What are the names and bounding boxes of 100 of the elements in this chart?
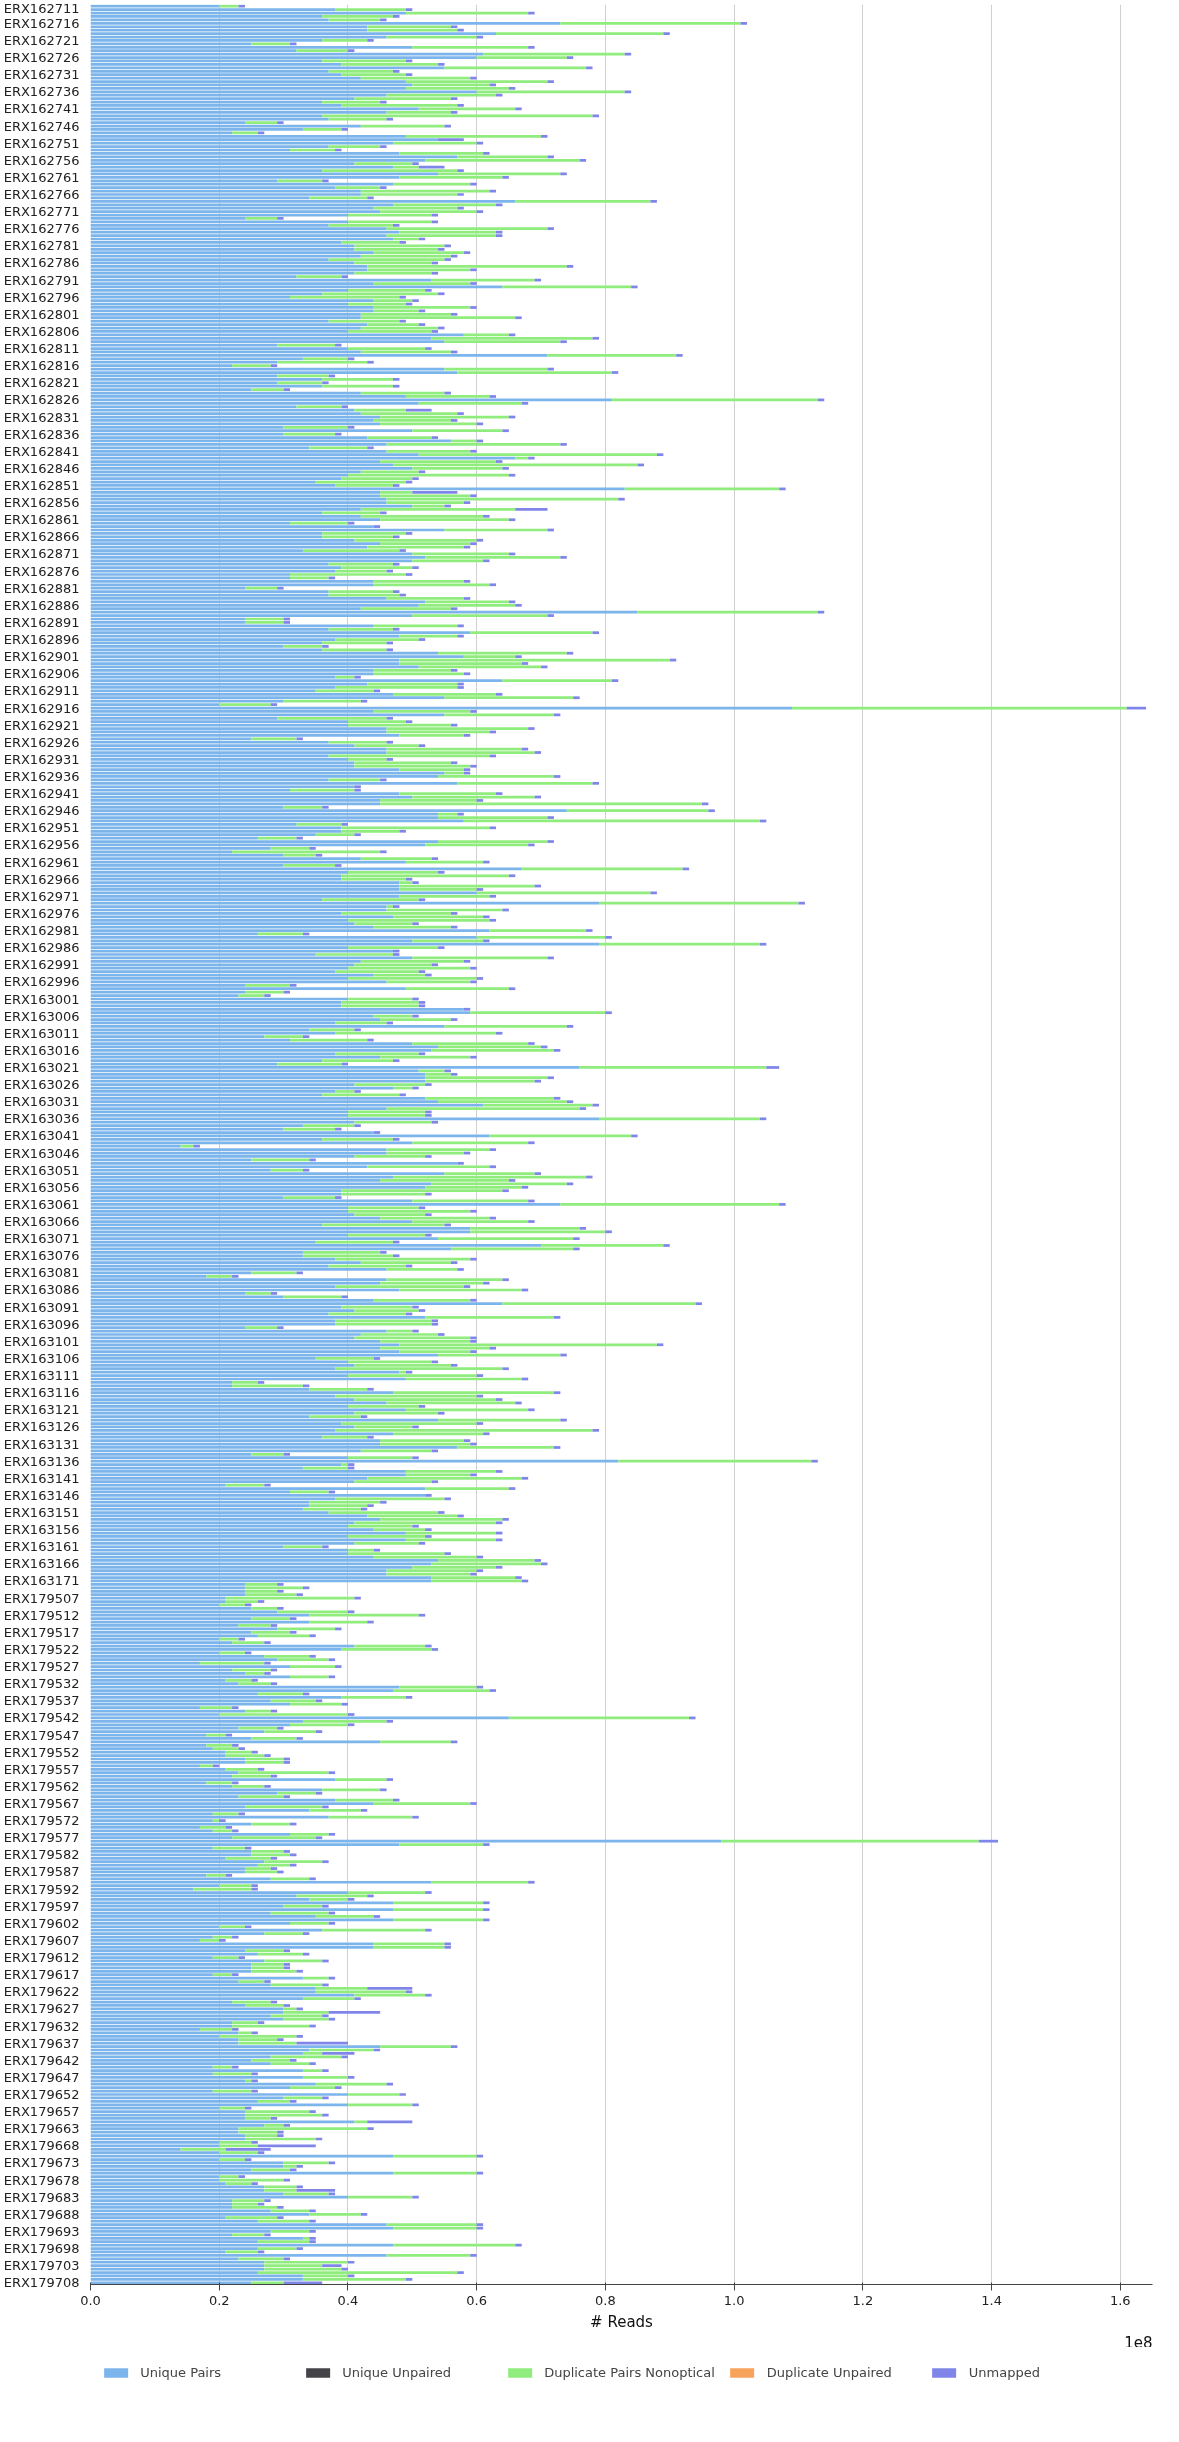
bar xyxy=(90,378,323,381)
bar xyxy=(528,1880,535,1884)
y-tick-label: ERX162916 xyxy=(3,700,80,716)
bar xyxy=(264,1754,271,1757)
bar xyxy=(264,994,271,997)
bar xyxy=(90,1696,342,1699)
bar xyxy=(373,1915,381,1918)
bar xyxy=(90,901,599,905)
bar xyxy=(257,1767,265,1771)
bar xyxy=(90,1771,239,1775)
bar xyxy=(495,460,503,463)
bar xyxy=(553,775,561,778)
bar xyxy=(450,607,458,611)
bar xyxy=(463,672,471,676)
bar xyxy=(277,1326,284,1330)
y-tick-label: ERX179577 xyxy=(3,1830,80,1846)
bar xyxy=(90,2093,348,2096)
y-tick-label: ERX179552 xyxy=(3,1744,80,1760)
bar xyxy=(405,134,542,138)
bar xyxy=(489,583,496,587)
bar xyxy=(277,381,323,385)
bar xyxy=(483,1843,490,1846)
bar xyxy=(90,1161,458,1165)
bar xyxy=(277,1726,284,1730)
bar xyxy=(90,45,413,49)
bar xyxy=(399,319,406,323)
bar xyxy=(341,1295,348,1299)
y-tick-label: ERX162936 xyxy=(3,768,80,784)
bar xyxy=(450,97,458,101)
bar xyxy=(277,2134,284,2137)
bar xyxy=(624,90,632,94)
bar xyxy=(470,2254,477,2257)
y-tick-label: ERX179512 xyxy=(3,1607,80,1623)
bar xyxy=(412,162,419,166)
bar xyxy=(450,1072,458,1076)
bar xyxy=(90,1309,355,1312)
bar xyxy=(264,1932,303,1935)
y-tick-label: ERX162866 xyxy=(3,529,80,545)
bar xyxy=(495,1470,503,1473)
bar xyxy=(251,1452,284,1456)
bar xyxy=(386,758,394,761)
bar xyxy=(393,15,400,18)
bar xyxy=(90,21,561,25)
y-tick-label: ERX162851 xyxy=(3,477,80,493)
bar xyxy=(579,1227,587,1230)
bar xyxy=(219,1713,348,1716)
bar xyxy=(232,2233,265,2237)
bar xyxy=(341,275,348,279)
bar xyxy=(418,898,426,902)
bar xyxy=(470,1350,477,1353)
bar xyxy=(373,1131,381,1134)
bar xyxy=(347,1713,355,1716)
bar xyxy=(470,764,477,768)
bar xyxy=(418,1613,426,1617)
bar xyxy=(367,436,432,439)
bar xyxy=(238,1747,245,1751)
bar xyxy=(251,1969,297,1973)
bar xyxy=(264,1641,271,1644)
bar xyxy=(579,1107,587,1110)
bar xyxy=(393,1901,484,1905)
bar xyxy=(283,425,348,429)
bar xyxy=(470,1011,606,1015)
bar xyxy=(418,470,426,474)
bar xyxy=(637,610,818,614)
bar xyxy=(508,874,516,878)
bar xyxy=(232,1706,239,1710)
bar xyxy=(225,1483,265,1487)
bar xyxy=(463,734,471,737)
bar xyxy=(225,1874,233,1877)
y-tick-label: ERX179587 xyxy=(3,1864,80,1880)
bar xyxy=(322,805,329,809)
bar xyxy=(212,1819,220,1822)
bar xyxy=(90,1504,310,1508)
bar xyxy=(90,1025,445,1028)
bar xyxy=(450,912,458,915)
bar xyxy=(553,1096,561,1100)
bar xyxy=(393,1059,400,1062)
bar xyxy=(90,210,381,213)
bar xyxy=(341,128,348,131)
bar xyxy=(277,586,284,590)
bar xyxy=(444,258,451,261)
bar xyxy=(335,1196,342,1199)
y-tick-label: ERX162886 xyxy=(3,597,80,613)
bar xyxy=(341,823,348,826)
bar xyxy=(438,1411,445,1415)
y-tick-label: ERX179592 xyxy=(3,1881,80,1897)
bar xyxy=(354,1090,361,1093)
bar xyxy=(264,1672,271,1675)
bar xyxy=(90,244,355,248)
bar xyxy=(412,429,503,433)
bar xyxy=(438,1237,574,1241)
bar xyxy=(521,662,529,665)
bar xyxy=(90,826,342,830)
bar xyxy=(347,977,477,980)
bar xyxy=(450,25,458,29)
bar xyxy=(90,1802,374,1805)
y-tick-label: ERX179567 xyxy=(3,1796,80,1812)
y-tick-label: ERX179547 xyxy=(3,1727,80,1743)
bar xyxy=(90,1494,426,1497)
bar xyxy=(566,1100,574,1104)
